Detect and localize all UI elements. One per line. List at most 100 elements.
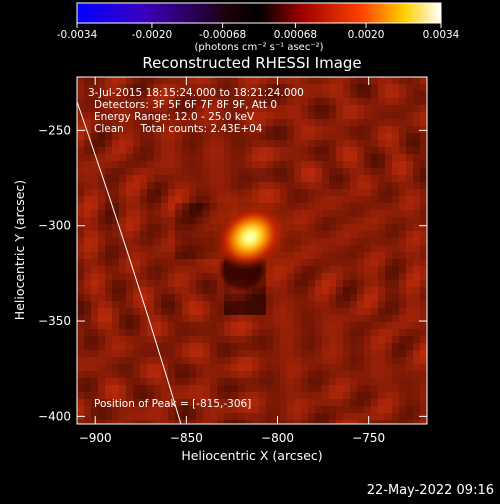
heatmap-cell <box>140 140 147 147</box>
heatmap-cell <box>203 98 210 105</box>
heatmap-cell <box>301 301 308 308</box>
heatmap-cell <box>252 392 259 399</box>
heatmap-cell <box>294 168 301 175</box>
heatmap-cell <box>378 259 385 266</box>
heatmap-cell <box>343 413 350 420</box>
heatmap-cell <box>168 140 175 147</box>
heatmap-cell <box>84 217 91 224</box>
heatmap-cell <box>245 406 252 413</box>
heatmap-cell <box>287 168 294 175</box>
heatmap-cell <box>189 133 196 140</box>
heatmap-cell <box>84 161 91 168</box>
heatmap-cell <box>399 161 406 168</box>
heatmap-cell <box>294 287 301 294</box>
heatmap-cell <box>266 357 273 364</box>
heatmap-cell <box>371 112 378 119</box>
heatmap-cell <box>231 147 238 154</box>
heatmap-cell <box>392 140 399 147</box>
heatmap-cell <box>182 133 189 140</box>
heatmap-cell <box>329 280 336 287</box>
heatmap-cell <box>385 119 392 126</box>
heatmap-cell <box>147 252 154 259</box>
heatmap-cell <box>203 294 210 301</box>
heatmap-cell <box>91 147 98 154</box>
heatmap-cell <box>245 161 252 168</box>
heatmap-cell <box>392 252 399 259</box>
heatmap-cell <box>259 336 266 343</box>
heatmap-cell <box>350 189 357 196</box>
heatmap-cell <box>399 217 406 224</box>
x-tick-label: −850 <box>170 431 203 445</box>
heatmap-cell <box>91 266 98 273</box>
heatmap-cell <box>126 350 133 357</box>
heatmap-cell <box>301 175 308 182</box>
heatmap-cell <box>252 350 259 357</box>
heatmap-cell <box>77 308 84 315</box>
heatmap-cell <box>343 287 350 294</box>
heatmap-cell <box>224 413 231 420</box>
heatmap-cell <box>175 217 182 224</box>
heatmap-cell <box>336 392 343 399</box>
heatmap-cell <box>112 182 119 189</box>
heatmap-cell <box>119 84 126 91</box>
heatmap-cell <box>245 147 252 154</box>
heatmap-cell <box>266 105 273 112</box>
heatmap-cell <box>280 336 287 343</box>
heatmap-cell <box>287 399 294 406</box>
heatmap-cell <box>77 420 84 424</box>
heatmap-cell <box>238 112 245 119</box>
heatmap-cell <box>133 203 140 210</box>
heatmap-cell <box>392 126 399 133</box>
heatmap-cell <box>133 420 140 424</box>
heatmap-cell <box>84 378 91 385</box>
heatmap-cell <box>315 161 322 168</box>
heatmap-cell <box>371 217 378 224</box>
heatmap-cell <box>357 133 364 140</box>
heatmap-cell <box>371 161 378 168</box>
heatmap-cell <box>154 371 161 378</box>
heatmap-cell <box>413 105 420 112</box>
heatmap-cell <box>217 315 224 322</box>
heatmap-cell <box>406 406 413 413</box>
heatmap-cell <box>217 294 224 301</box>
heatmap-cell <box>329 182 336 189</box>
heatmap-cell <box>112 308 119 315</box>
heatmap-cell <box>385 287 392 294</box>
heatmap-cell <box>231 98 238 105</box>
heatmap-cell <box>133 210 140 217</box>
heatmap-cell <box>196 84 203 91</box>
heatmap-cell <box>161 280 168 287</box>
heatmap-cell <box>420 217 427 224</box>
heatmap-cell <box>294 329 301 336</box>
heatmap-cell <box>175 182 182 189</box>
heatmap-cell <box>105 119 112 126</box>
heatmap-cell <box>350 357 357 364</box>
heatmap-cell <box>287 329 294 336</box>
heatmap-cell <box>203 126 210 133</box>
heatmap-cell <box>378 343 385 350</box>
heatmap-cell <box>259 112 266 119</box>
heatmap-cell <box>238 364 245 371</box>
heatmap-cell <box>175 350 182 357</box>
heatmap-cell <box>175 266 182 273</box>
heatmap-cell <box>385 252 392 259</box>
heatmap-cell <box>350 245 357 252</box>
heatmap-cell <box>378 364 385 371</box>
heatmap-cell <box>315 350 322 357</box>
heatmap-cell <box>238 294 245 301</box>
heatmap-cell <box>266 98 273 105</box>
heatmap-cell <box>182 294 189 301</box>
heatmap-cell <box>336 140 343 147</box>
heatmap-cell <box>126 217 133 224</box>
heatmap-cell <box>350 84 357 91</box>
heatmap-cell <box>105 322 112 329</box>
heatmap-cell <box>112 147 119 154</box>
heatmap-cell <box>413 182 420 189</box>
heatmap-cell <box>413 364 420 371</box>
heatmap-cell <box>336 287 343 294</box>
heatmap-cell <box>189 91 196 98</box>
heatmap-cell <box>182 413 189 420</box>
heatmap-cell <box>140 84 147 91</box>
heatmap-cell <box>161 126 168 133</box>
heatmap-cell <box>322 147 329 154</box>
